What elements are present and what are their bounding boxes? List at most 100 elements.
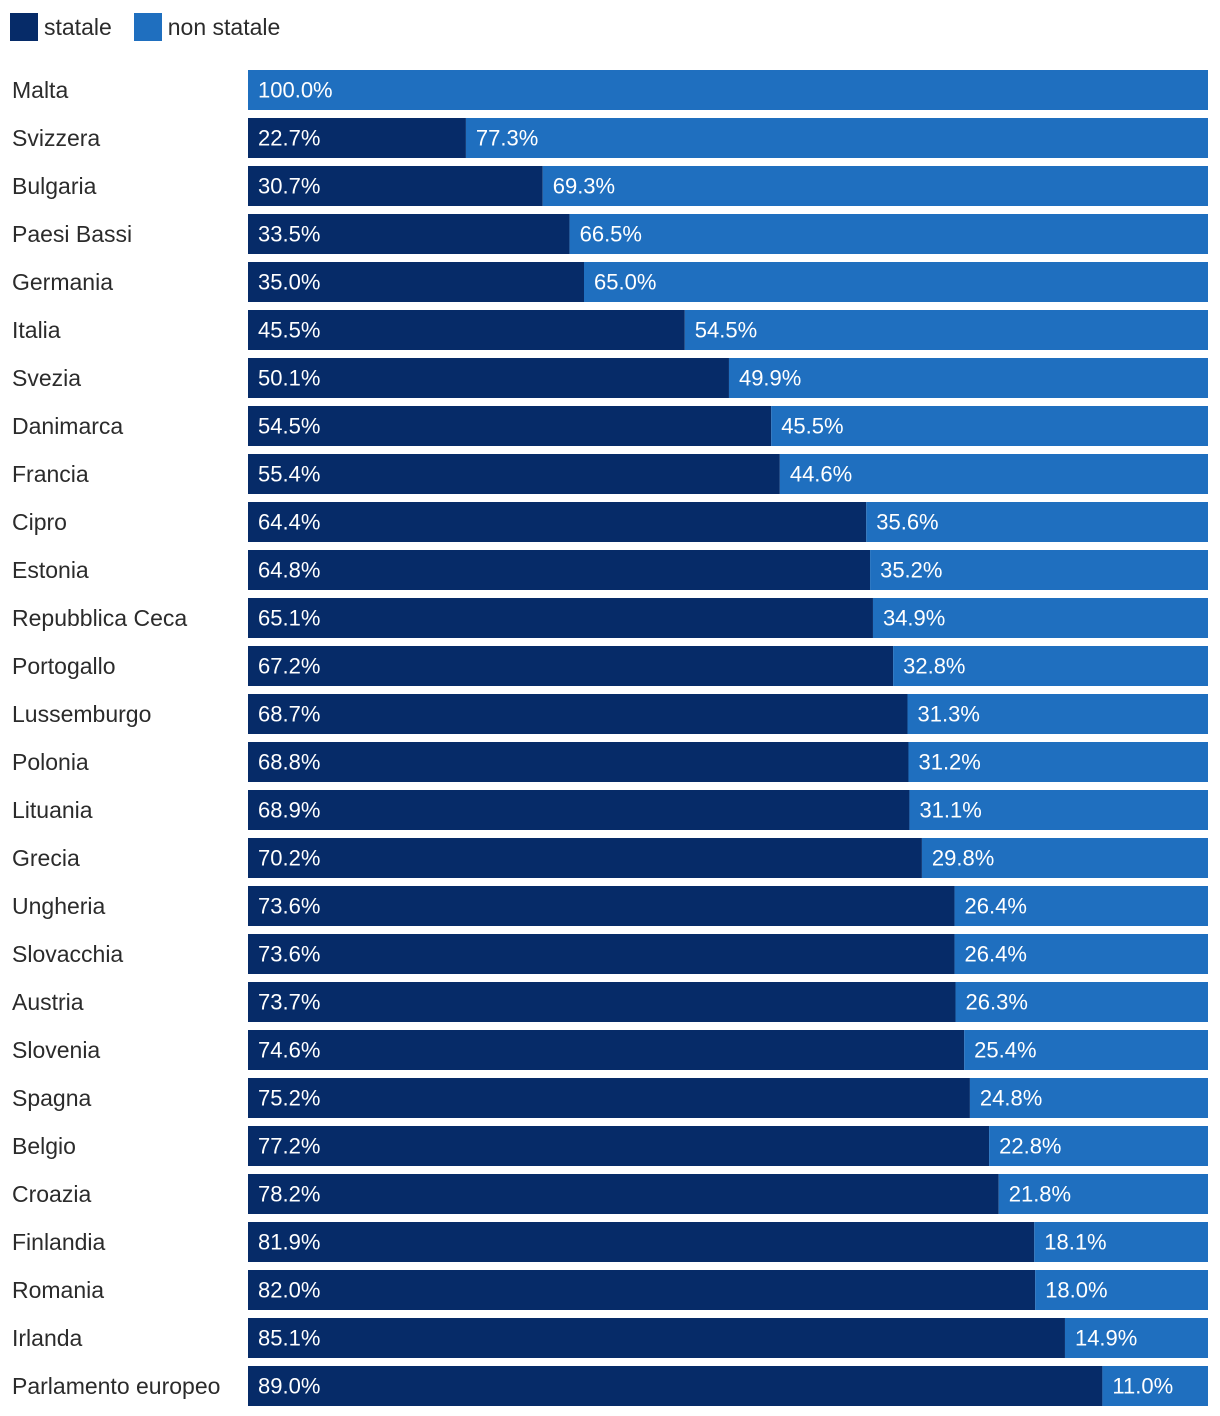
bar-non-statale[interactable]	[866, 502, 1208, 542]
bar-non-statale[interactable]	[728, 358, 1208, 398]
bar-row-paesi-bassi: Paesi Bassi 33.5% 66.5%	[12, 214, 1208, 254]
category-label: Croazia	[12, 1181, 91, 1207]
bar-non-statale[interactable]	[569, 214, 1208, 254]
bar-statale[interactable]	[248, 694, 908, 734]
bar-statale[interactable]	[248, 550, 871, 590]
bar-row-irlanda: Irlanda 85.1% 14.9%	[12, 1318, 1208, 1358]
category-label: Grecia	[12, 845, 80, 871]
value-label-statale: 64.8%	[258, 558, 320, 583]
bar-row-svezia: Svezia 50.1% 49.9%	[12, 358, 1208, 398]
bar-statale[interactable]	[248, 214, 570, 254]
value-label-non-statale: 35.6%	[876, 510, 938, 535]
bar-non-statale[interactable]	[542, 166, 1208, 206]
legend-item-non-statale[interactable]: non statale	[133, 13, 280, 41]
bar-non-statale[interactable]	[248, 70, 1208, 110]
value-label-non-statale: 44.6%	[790, 462, 852, 487]
value-label-statale: 55.4%	[258, 462, 320, 487]
category-label: Svizzera	[12, 125, 100, 151]
bar-statale[interactable]	[248, 790, 910, 830]
value-label-statale: 77.2%	[258, 1134, 320, 1159]
category-label: Irlanda	[12, 1325, 83, 1351]
bar-non-statale[interactable]	[907, 694, 1208, 734]
bar-statale[interactable]	[248, 646, 894, 686]
bar-statale[interactable]	[248, 598, 873, 638]
bar-non-statale[interactable]	[684, 310, 1208, 350]
bar-statale[interactable]	[248, 1270, 1036, 1310]
category-label: Finlandia	[12, 1229, 106, 1255]
bar-non-statale[interactable]	[870, 550, 1208, 590]
bar-non-statale[interactable]	[909, 790, 1208, 830]
value-label-non-statale: 65.0%	[594, 270, 656, 295]
value-label-statale: 85.1%	[258, 1326, 320, 1351]
bar-row-lussemburgo: Lussemburgo 68.7% 31.3%	[12, 694, 1208, 734]
bar-row-danimarca: Danimarca 54.5% 45.5%	[12, 406, 1208, 446]
bar-non-statale[interactable]	[969, 1078, 1208, 1118]
bar-row-portogallo: Portogallo 67.2% 32.8%	[12, 646, 1208, 686]
bar-non-statale[interactable]	[779, 454, 1208, 494]
bar-statale[interactable]	[248, 1366, 1103, 1406]
bar-non-statale[interactable]	[465, 118, 1208, 158]
value-label-non-statale: 25.4%	[974, 1038, 1036, 1063]
bar-statale[interactable]	[248, 454, 780, 494]
bar-statale[interactable]	[248, 1222, 1035, 1262]
category-label: Danimarca	[12, 413, 123, 439]
bar-statale[interactable]	[248, 358, 729, 398]
category-label: Francia	[12, 461, 89, 487]
bar-statale[interactable]	[248, 982, 956, 1022]
bar-statale[interactable]	[248, 1126, 990, 1166]
bar-non-statale[interactable]	[955, 982, 1208, 1022]
bar-non-statale[interactable]	[1102, 1366, 1208, 1406]
bar-non-statale[interactable]	[584, 262, 1208, 302]
value-label-statale: 70.2%	[258, 846, 320, 871]
value-label-non-statale: 29.8%	[932, 846, 994, 871]
bar-non-statale[interactable]	[1064, 1318, 1208, 1358]
bar-non-statale[interactable]	[998, 1174, 1208, 1214]
value-label-non-statale: 26.3%	[966, 990, 1028, 1015]
bar-statale[interactable]	[248, 886, 955, 926]
legend-item-statale[interactable]: statale	[10, 13, 112, 41]
category-label: Bulgaria	[12, 173, 97, 199]
bar-non-statale[interactable]	[964, 1030, 1208, 1070]
bar-statale[interactable]	[248, 1318, 1065, 1358]
bar-non-statale[interactable]	[1034, 1222, 1208, 1262]
bar-statale[interactable]	[248, 310, 685, 350]
bar-non-statale[interactable]	[872, 598, 1208, 638]
bar-row-belgio: Belgio 77.2% 22.8%	[12, 1126, 1208, 1166]
bar-non-statale[interactable]	[771, 406, 1208, 446]
bar-non-statale[interactable]	[989, 1126, 1208, 1166]
bar-non-statale[interactable]	[893, 646, 1208, 686]
category-label: Lituania	[12, 797, 93, 823]
bar-non-statale[interactable]	[921, 838, 1208, 878]
bar-row-ungheria: Ungheria 73.6% 26.4%	[12, 886, 1208, 926]
value-label-non-statale: 69.3%	[553, 174, 615, 199]
bar-row-malta: Malta 100.0%	[12, 70, 1208, 110]
category-label: Belgio	[12, 1133, 76, 1159]
bar-row-spagna: Spagna 75.2% 24.8%	[12, 1078, 1208, 1118]
value-label-statale: 68.7%	[258, 702, 320, 727]
category-label: Slovenia	[12, 1037, 100, 1063]
bar-statale[interactable]	[248, 934, 955, 974]
bar-statale[interactable]	[248, 262, 584, 302]
bar-statale[interactable]	[248, 406, 772, 446]
value-label-statale: 68.9%	[258, 798, 320, 823]
bar-statale[interactable]	[248, 1174, 999, 1214]
value-label-non-statale: 18.1%	[1044, 1230, 1106, 1255]
value-label-statale: 73.6%	[258, 942, 320, 967]
bar-statale[interactable]	[248, 1030, 965, 1070]
category-label: Repubblica Ceca	[12, 605, 187, 631]
bar-statale[interactable]	[248, 118, 466, 158]
bar-row-austria: Austria 73.7% 26.3%	[12, 982, 1208, 1022]
bar-non-statale[interactable]	[954, 934, 1208, 974]
category-label: Austria	[12, 989, 84, 1015]
bar-non-statale[interactable]	[908, 742, 1208, 782]
bar-row-francia: Francia 55.4% 44.6%	[12, 454, 1208, 494]
bar-row-cipro: Cipro 64.4% 35.6%	[12, 502, 1208, 542]
bar-row-finlandia: Finlandia 81.9% 18.1%	[12, 1222, 1208, 1262]
bar-statale[interactable]	[248, 742, 909, 782]
bar-statale[interactable]	[248, 1078, 970, 1118]
bar-non-statale[interactable]	[1035, 1270, 1208, 1310]
bar-non-statale[interactable]	[954, 886, 1208, 926]
bar-statale[interactable]	[248, 166, 543, 206]
bar-statale[interactable]	[248, 502, 867, 542]
bar-statale[interactable]	[248, 838, 922, 878]
